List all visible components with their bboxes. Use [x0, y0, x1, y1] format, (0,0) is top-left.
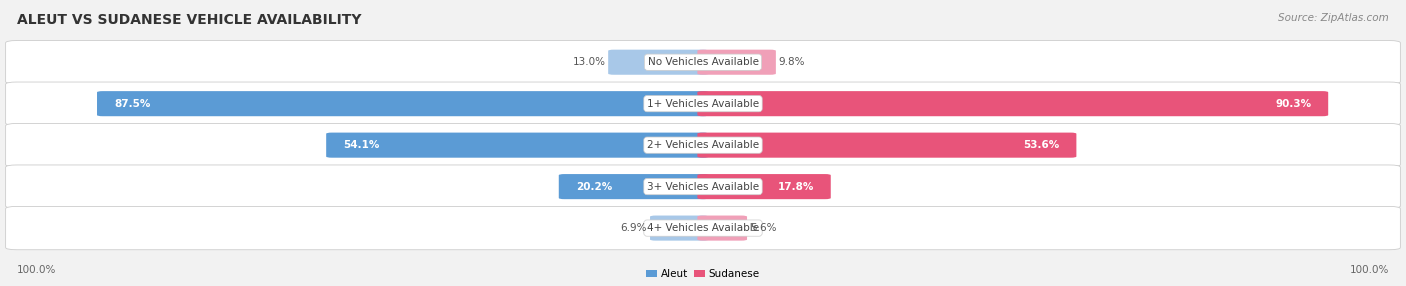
FancyBboxPatch shape — [609, 50, 709, 75]
Text: 54.1%: 54.1% — [343, 140, 380, 150]
FancyBboxPatch shape — [558, 174, 709, 199]
Text: Source: ZipAtlas.com: Source: ZipAtlas.com — [1278, 13, 1389, 23]
Text: 4+ Vehicles Available: 4+ Vehicles Available — [647, 223, 759, 233]
FancyBboxPatch shape — [6, 124, 1400, 167]
Text: 90.3%: 90.3% — [1275, 99, 1312, 109]
FancyBboxPatch shape — [6, 41, 1400, 84]
FancyBboxPatch shape — [6, 206, 1400, 250]
FancyBboxPatch shape — [650, 216, 709, 241]
FancyBboxPatch shape — [6, 82, 1400, 125]
Text: 100.0%: 100.0% — [17, 265, 56, 275]
Text: 20.2%: 20.2% — [575, 182, 612, 192]
Text: 100.0%: 100.0% — [1350, 265, 1389, 275]
Text: 1+ Vehicles Available: 1+ Vehicles Available — [647, 99, 759, 109]
Text: 87.5%: 87.5% — [114, 99, 150, 109]
FancyBboxPatch shape — [697, 91, 1329, 116]
FancyBboxPatch shape — [697, 50, 776, 75]
Legend: Aleut, Sudanese: Aleut, Sudanese — [643, 265, 763, 284]
Text: 6.9%: 6.9% — [620, 223, 647, 233]
Text: 9.8%: 9.8% — [779, 57, 806, 67]
Text: 5.6%: 5.6% — [749, 223, 776, 233]
Text: 2+ Vehicles Available: 2+ Vehicles Available — [647, 140, 759, 150]
Text: 3+ Vehicles Available: 3+ Vehicles Available — [647, 182, 759, 192]
FancyBboxPatch shape — [97, 91, 709, 116]
FancyBboxPatch shape — [697, 174, 831, 199]
Text: 53.6%: 53.6% — [1024, 140, 1060, 150]
Text: No Vehicles Available: No Vehicles Available — [648, 57, 758, 67]
Text: 17.8%: 17.8% — [778, 182, 814, 192]
FancyBboxPatch shape — [697, 216, 747, 241]
FancyBboxPatch shape — [6, 165, 1400, 208]
FancyBboxPatch shape — [697, 133, 1077, 158]
Text: ALEUT VS SUDANESE VEHICLE AVAILABILITY: ALEUT VS SUDANESE VEHICLE AVAILABILITY — [17, 13, 361, 27]
Text: 13.0%: 13.0% — [572, 57, 606, 67]
FancyBboxPatch shape — [326, 133, 709, 158]
